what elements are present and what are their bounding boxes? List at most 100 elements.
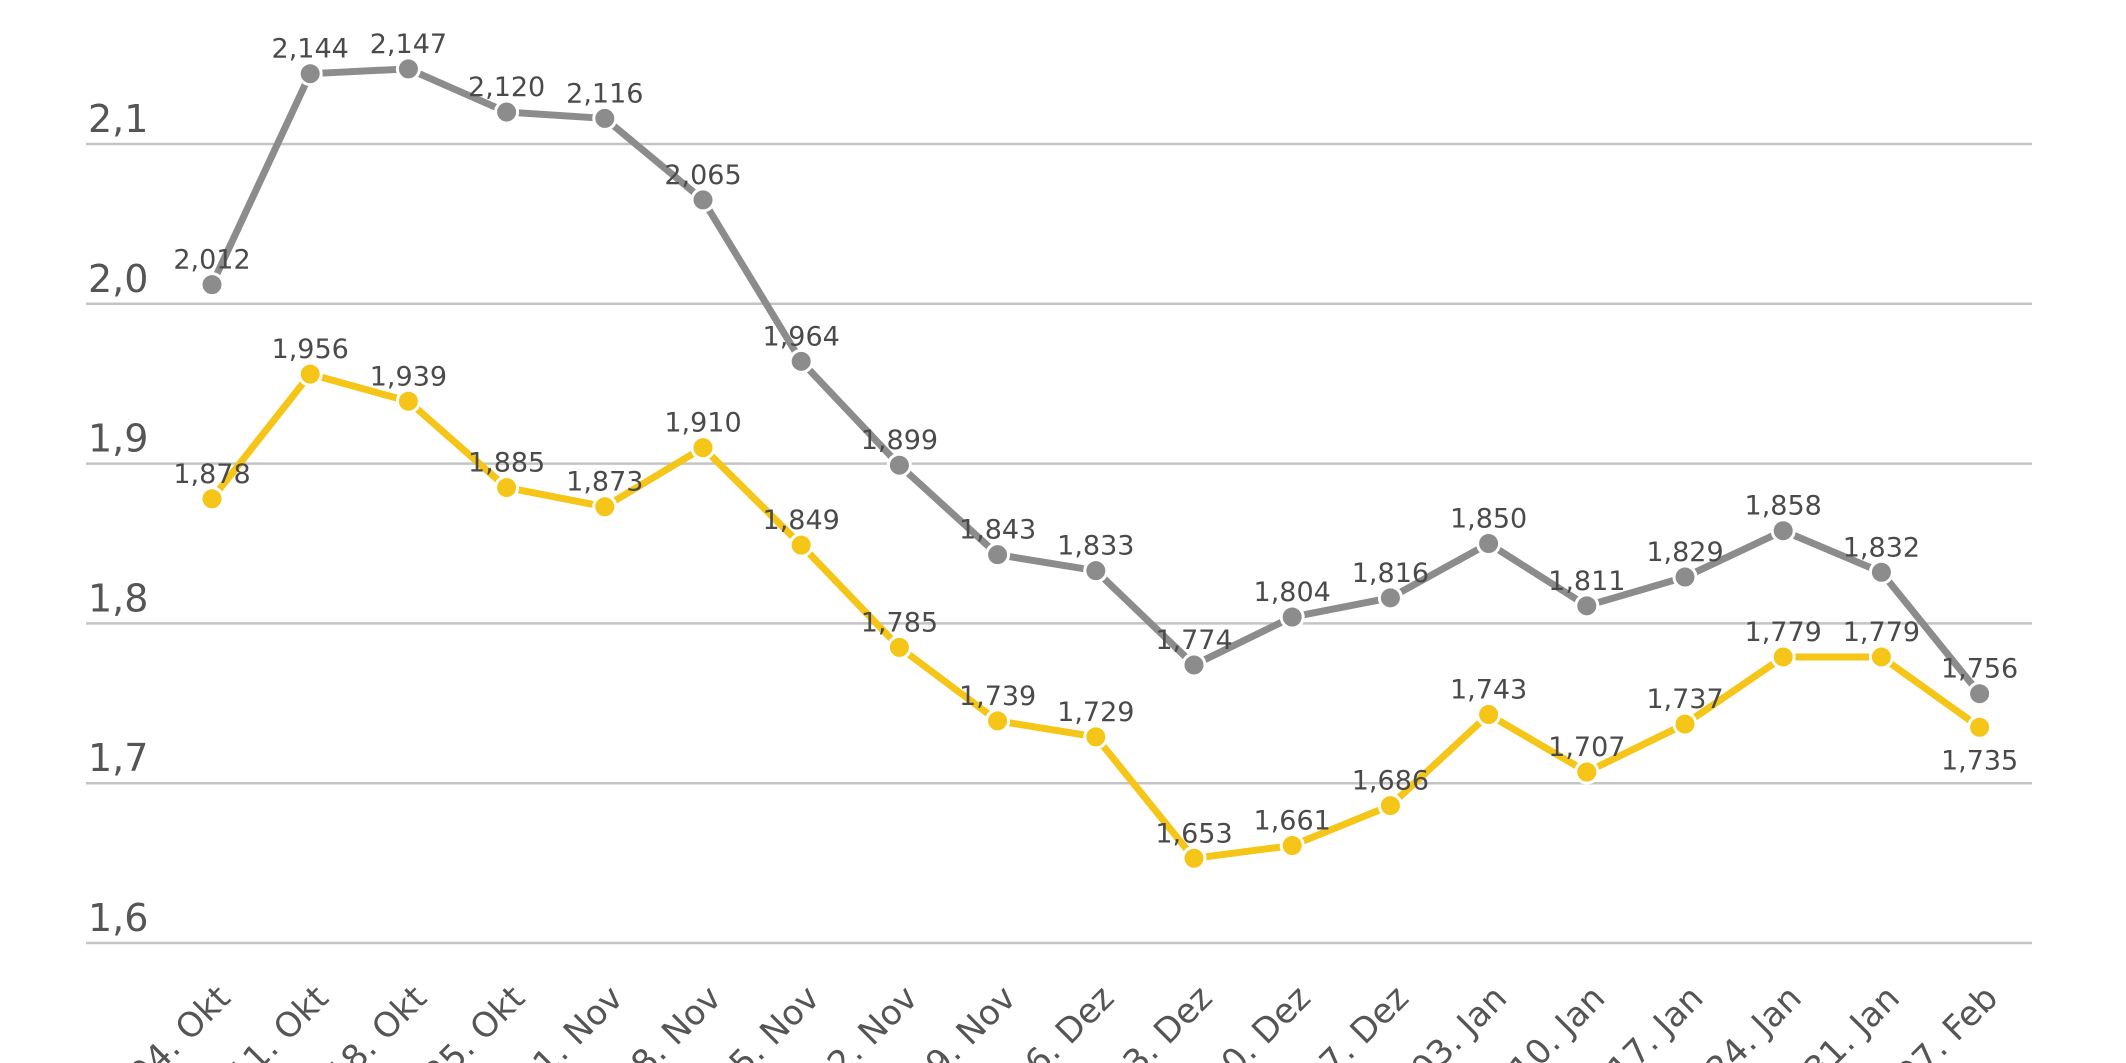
data-point-gray [1868, 559, 1894, 585]
y-tick-label: 2,1 [88, 97, 148, 141]
data-point-gray [395, 56, 421, 82]
data-point-yellow [1476, 701, 1502, 727]
x-tick-label: 25. Okt [417, 978, 533, 1063]
data-label-yellow: 1,653 [1155, 818, 1232, 849]
y-axis-ticks: 1,6 1,7 1,8 1,9 2,0 2,1 [88, 97, 148, 940]
y-tick-label: 1,8 [88, 576, 148, 620]
data-label-gray: 1,832 [1843, 532, 1920, 563]
data-point-gray [788, 348, 814, 374]
data-label-gray: 1,816 [1352, 558, 1429, 589]
x-tick-label: 13. Dez [1100, 978, 1220, 1063]
data-point-gray [592, 105, 618, 131]
data-label-yellow: 1,779 [1843, 617, 1920, 648]
data-label-yellow: 1,956 [272, 334, 349, 365]
y-tick-label: 1,7 [88, 736, 148, 780]
data-label-gray: 2,012 [173, 245, 250, 276]
data-label-gray: 1,774 [1155, 625, 1232, 656]
data-label-yellow: 1,849 [763, 505, 840, 536]
data-point-gray [1083, 558, 1109, 584]
data-point-yellow [592, 494, 618, 520]
data-point-yellow [1770, 644, 1796, 670]
data-label-gray: 1,850 [1450, 504, 1527, 535]
data-point-yellow [1181, 845, 1207, 871]
data-point-yellow [297, 361, 323, 387]
data-point-gray [1279, 604, 1305, 630]
data-point-gray [886, 452, 912, 478]
data-point-gray [1967, 681, 1993, 707]
y-tick-label: 1,6 [88, 896, 148, 940]
data-label-yellow: 1,910 [664, 408, 741, 439]
data-point-yellow [1377, 793, 1403, 819]
data-label-yellow: 1,729 [1057, 697, 1134, 728]
data-labels: 2,012 2,144 2,147 2,120 2,116 2,065 1,964 1,899… [173, 29, 2018, 849]
data-point-gray [494, 99, 520, 125]
data-label-gray: 1,811 [1548, 566, 1625, 597]
data-point-yellow [1967, 714, 1993, 740]
data-point-yellow [985, 708, 1011, 734]
data-point-yellow [690, 435, 716, 461]
data-label-yellow: 1,743 [1450, 674, 1527, 705]
data-point-gray [199, 272, 225, 298]
data-label-yellow: 1,707 [1548, 732, 1625, 763]
data-point-gray [690, 187, 716, 213]
data-label-gray: 1,843 [959, 515, 1036, 546]
data-label-gray: 1,899 [861, 425, 938, 456]
x-tick-label: 07. Feb [1889, 978, 2006, 1063]
x-tick-label: 31. Jan [1797, 978, 1908, 1063]
data-label-yellow: 1,661 [1254, 806, 1331, 837]
data-point-gray [1476, 531, 1502, 556]
x-tick-label: 08. Nov [608, 978, 729, 1063]
data-label-gray: 1,829 [1646, 537, 1723, 568]
data-label-yellow: 1,686 [1352, 766, 1429, 797]
series [199, 56, 1993, 871]
series-line-gray [208, 65, 1984, 698]
grid [86, 142, 2032, 945]
data-point-yellow [1574, 759, 1600, 785]
data-label-gray: 2,116 [566, 78, 643, 109]
data-label-gray: 2,144 [272, 34, 349, 65]
x-tick-label: 10. Jan [1502, 978, 1613, 1063]
data-label-gray: 1,756 [1941, 654, 2018, 685]
data-label-yellow: 1,878 [173, 459, 250, 490]
data-point-yellow [788, 532, 814, 558]
data-point-yellow [886, 634, 912, 660]
data-label-yellow: 1,885 [468, 448, 545, 479]
x-tick-label: 01. Nov [510, 978, 631, 1063]
data-point-yellow [395, 388, 421, 414]
data-point-yellow [199, 486, 225, 512]
x-tick-label: 27. Dez [1297, 978, 1417, 1063]
y-tick-label: 2,0 [88, 257, 148, 301]
data-point-gray [1574, 593, 1600, 619]
x-tick-label: 18. Okt [318, 978, 434, 1063]
data-point-gray [297, 61, 323, 87]
data-label-gray: 2,120 [468, 72, 545, 103]
data-label-yellow: 1,785 [861, 607, 938, 638]
x-tick-label: 22. Nov [805, 978, 926, 1063]
data-label-gray: 2,147 [370, 29, 447, 60]
data-label-gray: 1,804 [1254, 577, 1331, 608]
x-tick-label: 06. Dez [1002, 978, 1122, 1063]
x-tick-label: 17. Jan [1600, 978, 1711, 1063]
data-label-yellow: 1,737 [1646, 684, 1723, 715]
data-label-yellow: 1,779 [1745, 617, 1822, 648]
data-point-yellow [1672, 711, 1698, 737]
data-point-gray [1672, 564, 1698, 590]
x-tick-label: 11. Okt [220, 978, 336, 1063]
data-point-gray [985, 542, 1011, 568]
data-point-yellow [1083, 724, 1109, 750]
data-label-gray: 1,858 [1745, 491, 1822, 522]
x-tick-label: 24. Jan [1698, 978, 1809, 1063]
x-tick-label: 29. Nov [903, 978, 1024, 1063]
data-label-yellow: 1,735 [1941, 745, 2018, 776]
data-label-yellow: 1,939 [370, 361, 447, 392]
data-point-gray [1181, 652, 1207, 678]
data-point-gray [1377, 585, 1403, 611]
data-point-yellow [494, 475, 520, 501]
data-label-gray: 2,065 [664, 160, 741, 191]
data-label-yellow: 1,873 [566, 467, 643, 498]
y-tick-label: 1,9 [88, 417, 148, 461]
data-point-yellow [1868, 644, 1894, 670]
data-label-yellow: 1,739 [959, 681, 1036, 712]
